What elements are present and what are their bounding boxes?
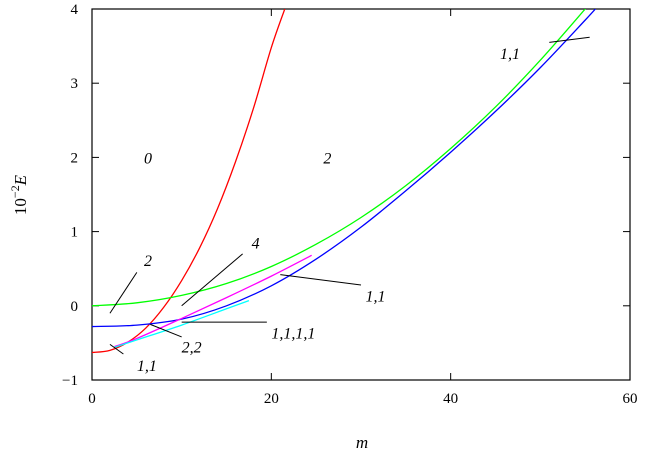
annotation-label-2: 2: [323, 150, 331, 167]
y-tick-label: 2: [71, 150, 79, 166]
y-tick-label: 4: [71, 2, 79, 18]
annotation-label-6: 1,1: [365, 288, 385, 305]
curve-annotations: 0 2 1,1 2 4 1,1 1,1,1,1 2,2 1,1: [109, 36, 590, 375]
annotation-label-1: 0: [144, 150, 152, 167]
annotation-label-4: 2: [144, 253, 152, 270]
y-tick-label: 0: [71, 299, 79, 315]
x-tick-label: 20: [264, 391, 279, 407]
series-line-4: [114, 254, 312, 348]
x-tick-label: 40: [443, 391, 458, 407]
annotation-label-7: 1,1,1,1: [271, 326, 315, 343]
annotation-leader-9: [109, 343, 124, 355]
annotation-leader-8: [150, 323, 182, 338]
series-line-2: [92, 9, 587, 307]
annotation-leader-4: [109, 272, 138, 314]
x-tick-label: 60: [623, 391, 638, 407]
y-axis-title-exponent: −2: [8, 185, 22, 198]
series-line-5: [114, 299, 250, 348]
series-line-1: [92, 9, 286, 354]
annotation-label-3: 1,1: [500, 46, 520, 63]
plot-frame: [91, 8, 631, 381]
y-tick-label: −1: [62, 373, 78, 389]
annotation-leader-6: [280, 274, 362, 286]
annotation-label-8: 2,2: [182, 340, 202, 357]
y-axis-title-variable: E: [11, 174, 30, 186]
annotation-leader-5: [181, 253, 243, 307]
y-axis-title: 10−2E: [8, 174, 30, 215]
x-axis-title: m: [356, 433, 368, 452]
series-line-3: [92, 9, 597, 328]
annotation-leader-3: [549, 36, 590, 43]
x-tick-label: 0: [88, 391, 96, 407]
data-series: [92, 9, 597, 354]
y-axis-title-base: 10: [11, 198, 30, 215]
annotation-label-9: 1,1: [137, 358, 157, 375]
annotation-label-5: 4: [252, 236, 260, 253]
y-tick-label: 3: [71, 76, 79, 92]
y-tick-label: 1: [71, 225, 79, 241]
